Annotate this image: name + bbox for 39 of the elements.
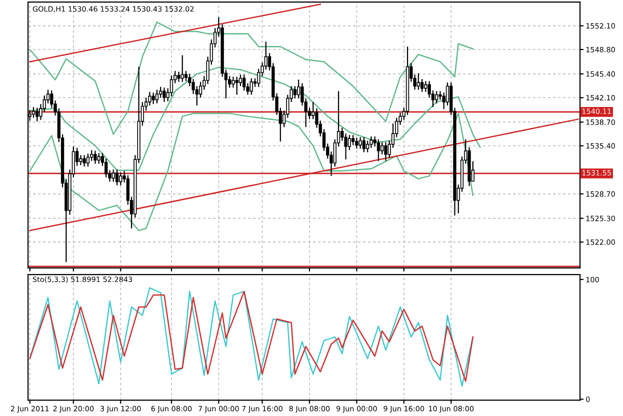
candlestick	[162, 87, 166, 102]
candlestick	[250, 78, 253, 96]
candlestick	[366, 140, 370, 153]
candlestick	[177, 71, 180, 82]
candlestick	[293, 86, 297, 99]
candlestick	[355, 137, 358, 150]
candlestick	[351, 134, 355, 146]
candlestick	[115, 168, 119, 186]
candlestick	[152, 92, 155, 105]
candlestick	[416, 72, 420, 90]
candlestick	[119, 172, 122, 186]
candlestick	[370, 136, 373, 148]
candlestick	[79, 154, 82, 166]
candlestick	[32, 106, 36, 118]
candlestick	[82, 154, 86, 168]
candlestick	[348, 134, 351, 151]
line-series	[29, 22, 474, 135]
line-series	[29, 66, 481, 171]
candlestick	[170, 74, 174, 97]
candlestick	[358, 136, 362, 150]
candlestick	[380, 142, 384, 155]
candlestick	[434, 90, 438, 104]
candlestick	[148, 91, 152, 106]
candlestick	[86, 153, 90, 168]
candlestick	[112, 168, 115, 182]
candlestick	[296, 79, 300, 99]
candlestick	[97, 152, 100, 164]
line-series	[29, 112, 474, 232]
candlestick	[362, 136, 366, 153]
candlestick	[384, 142, 388, 162]
candlestick	[184, 70, 188, 82]
candlestick	[242, 74, 246, 92]
candlestick	[94, 150, 97, 164]
candlestick	[235, 76, 238, 96]
candlestick	[155, 89, 159, 104]
candlestick	[180, 54, 184, 82]
candlestick	[424, 80, 428, 92]
candlestick	[36, 107, 39, 122]
candlestick	[376, 138, 380, 162]
